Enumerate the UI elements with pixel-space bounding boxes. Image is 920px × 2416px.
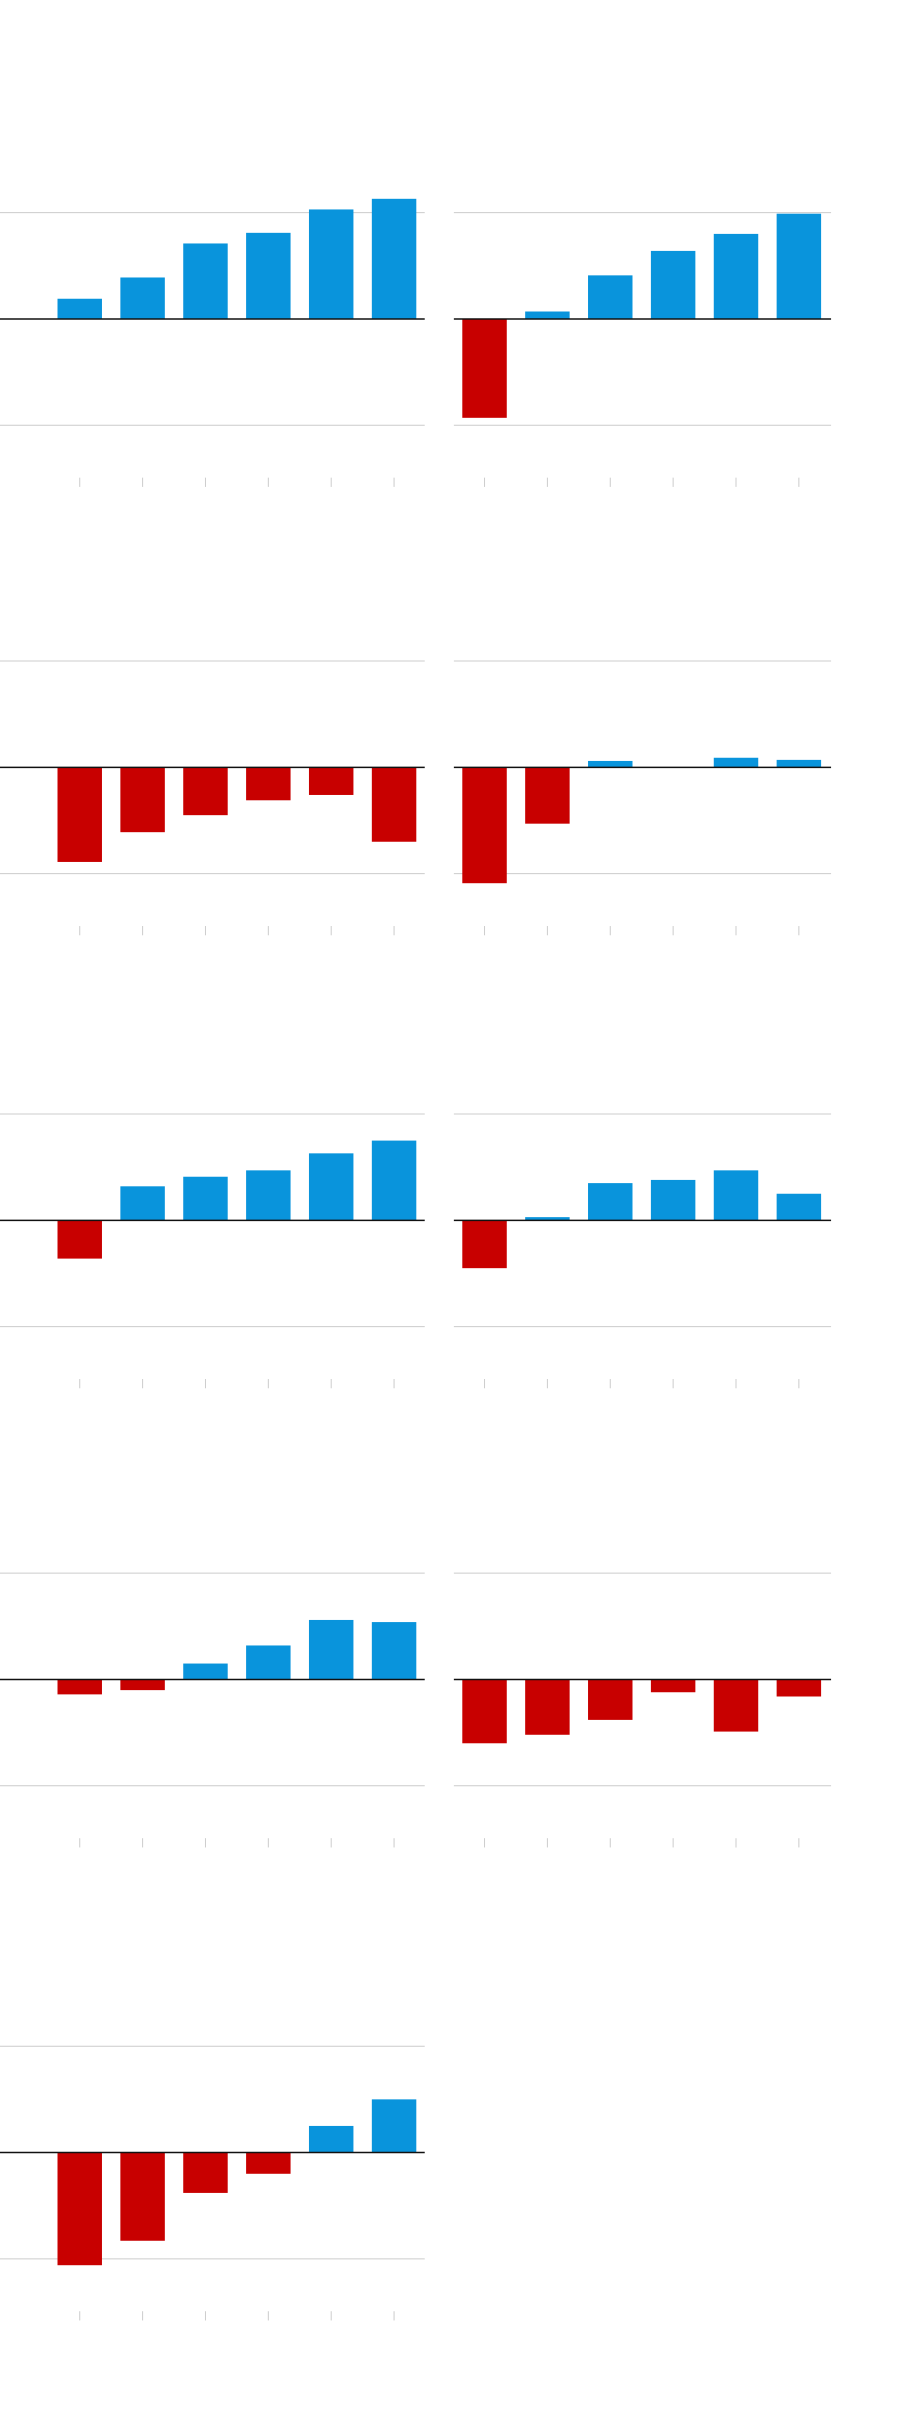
bar (525, 311, 570, 319)
bar (650, 1179, 696, 1221)
bar (588, 1679, 633, 1720)
bar (120, 1186, 165, 1221)
bar (713, 757, 759, 768)
bar (57, 767, 102, 862)
bar (183, 1663, 228, 1680)
bar (776, 759, 822, 768)
bar (246, 232, 291, 319)
bar (525, 1679, 570, 1735)
bar (371, 2099, 417, 2153)
bar (183, 2152, 228, 2193)
bar (650, 1679, 696, 1693)
bar (371, 1622, 417, 1680)
bar (57, 298, 102, 319)
bar (462, 318, 507, 418)
bar (246, 1645, 291, 1680)
bar (120, 1679, 165, 1691)
bar (120, 767, 165, 833)
bar (462, 1679, 507, 1744)
bar (525, 1217, 570, 1221)
bar (776, 1679, 822, 1697)
bar (371, 198, 417, 319)
bar (308, 2125, 354, 2153)
bar (462, 1220, 507, 1269)
bar (246, 1170, 291, 1221)
bar (183, 243, 228, 319)
bar (308, 1153, 354, 1221)
bar (308, 209, 354, 319)
bar (776, 1193, 822, 1221)
bar (308, 767, 354, 795)
bar (183, 767, 228, 816)
bar (371, 767, 417, 842)
bar (525, 767, 570, 824)
bar (120, 2152, 165, 2241)
bar (713, 1679, 759, 1732)
bar (57, 1679, 102, 1695)
bar (246, 767, 291, 801)
bar (713, 1170, 759, 1221)
bar (776, 213, 822, 319)
bar (371, 1140, 417, 1221)
bar (246, 2152, 291, 2174)
bar (462, 767, 507, 884)
bar (588, 275, 633, 319)
bar (183, 1176, 228, 1221)
bar (57, 1220, 102, 1259)
bar (120, 277, 165, 319)
bar (588, 1183, 633, 1221)
bar (588, 760, 633, 768)
bar (713, 233, 759, 319)
bar (57, 2152, 102, 2266)
bar (308, 1619, 354, 1680)
bar (650, 250, 696, 319)
